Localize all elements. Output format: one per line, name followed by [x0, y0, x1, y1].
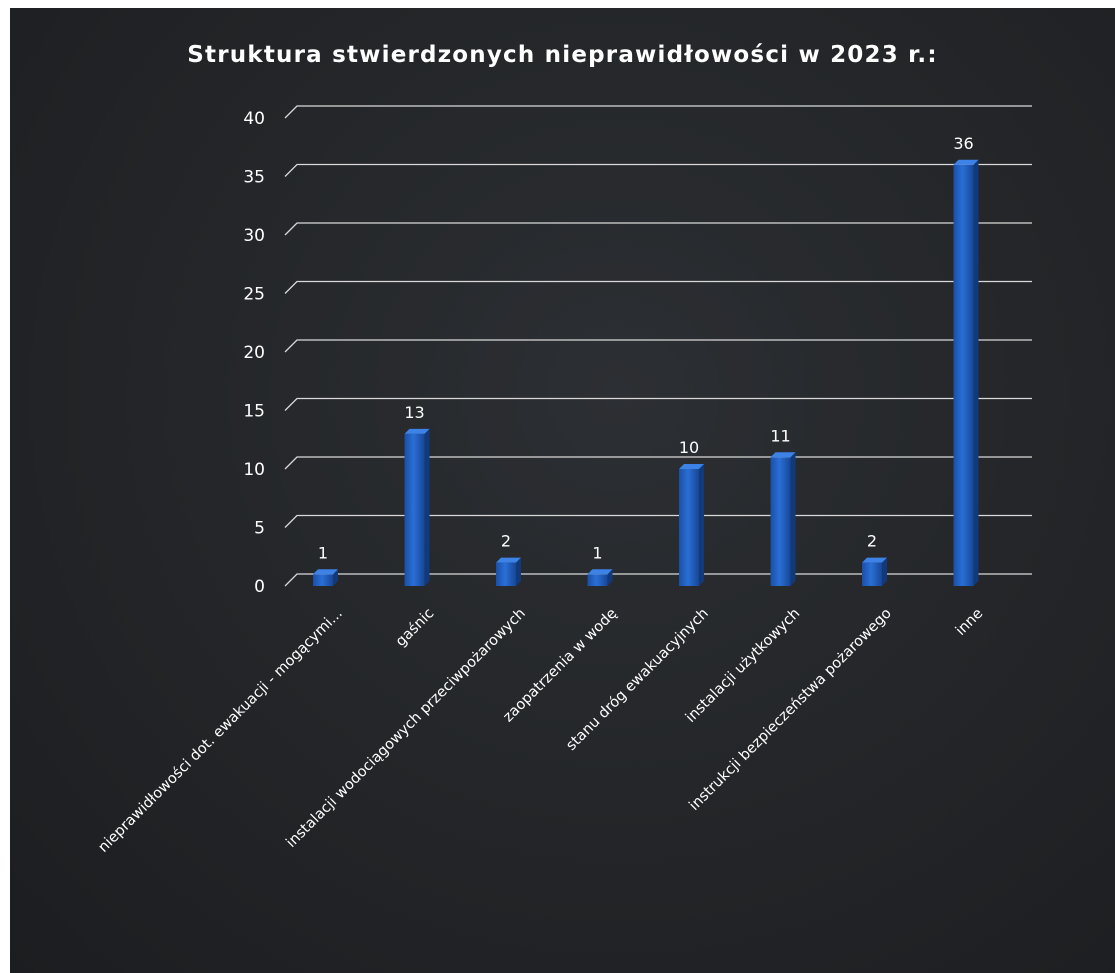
data-label: 1: [318, 543, 328, 562]
bar: [404, 428, 430, 586]
bar: [679, 464, 704, 586]
y-tick-label: 15: [243, 402, 265, 422]
gridline: [284, 397, 1032, 411]
gridlines: [284, 105, 1032, 587]
bar-chart: 0 5 10 15 20 25 30 35 40 1 13 2 1 10 11 2 36 nieprawidł…: [96, 105, 1032, 856]
bars: [313, 159, 979, 587]
data-label: 13: [404, 403, 424, 422]
y-axis-ticks: 0 5 10 15 20 25 30 35 40: [243, 109, 265, 597]
gridline: [284, 222, 1032, 236]
gridline: [284, 280, 1032, 294]
data-label: 11: [770, 426, 790, 445]
gridline: [284, 573, 1032, 587]
data-label: 2: [867, 532, 877, 551]
data-labels: 1 13 2 1 10 11 2 36: [318, 134, 974, 562]
bar: [587, 569, 613, 586]
y-tick-label: 35: [243, 168, 265, 188]
y-tick-label: 20: [243, 343, 265, 363]
gridline: [284, 163, 1032, 177]
y-tick-label: 30: [243, 226, 265, 246]
y-tick-label: 10: [243, 460, 265, 480]
category-labels: nieprawidłowości dot. ewakuacji - mogący…: [96, 605, 987, 855]
y-tick-label: 25: [243, 285, 265, 305]
y-tick-label: 40: [243, 109, 265, 129]
gridline: [284, 514, 1032, 528]
data-label: 1: [592, 543, 602, 562]
gridline: [284, 456, 1032, 470]
gridline: [284, 105, 1032, 119]
y-tick-label: 5: [254, 519, 265, 539]
category-label: instrukcji bezpieczeństwa pożarowego: [686, 605, 895, 814]
bar: [496, 557, 521, 586]
data-label: 10: [679, 438, 699, 457]
data-label: 36: [953, 134, 973, 153]
bar: [953, 159, 979, 587]
bar: [862, 557, 887, 586]
gridline: [284, 339, 1032, 353]
data-label: 2: [501, 532, 511, 551]
chart-panel: Struktura stwierdzonych nieprawidłowości…: [10, 8, 1115, 973]
y-tick-label: 0: [254, 577, 265, 597]
bar: [313, 569, 338, 586]
bar: [770, 452, 796, 586]
category-label: inne: [953, 605, 987, 639]
chart-title: Struktura stwierdzonych nieprawidłowości…: [187, 42, 938, 68]
category-label: gaśnic: [393, 606, 437, 650]
